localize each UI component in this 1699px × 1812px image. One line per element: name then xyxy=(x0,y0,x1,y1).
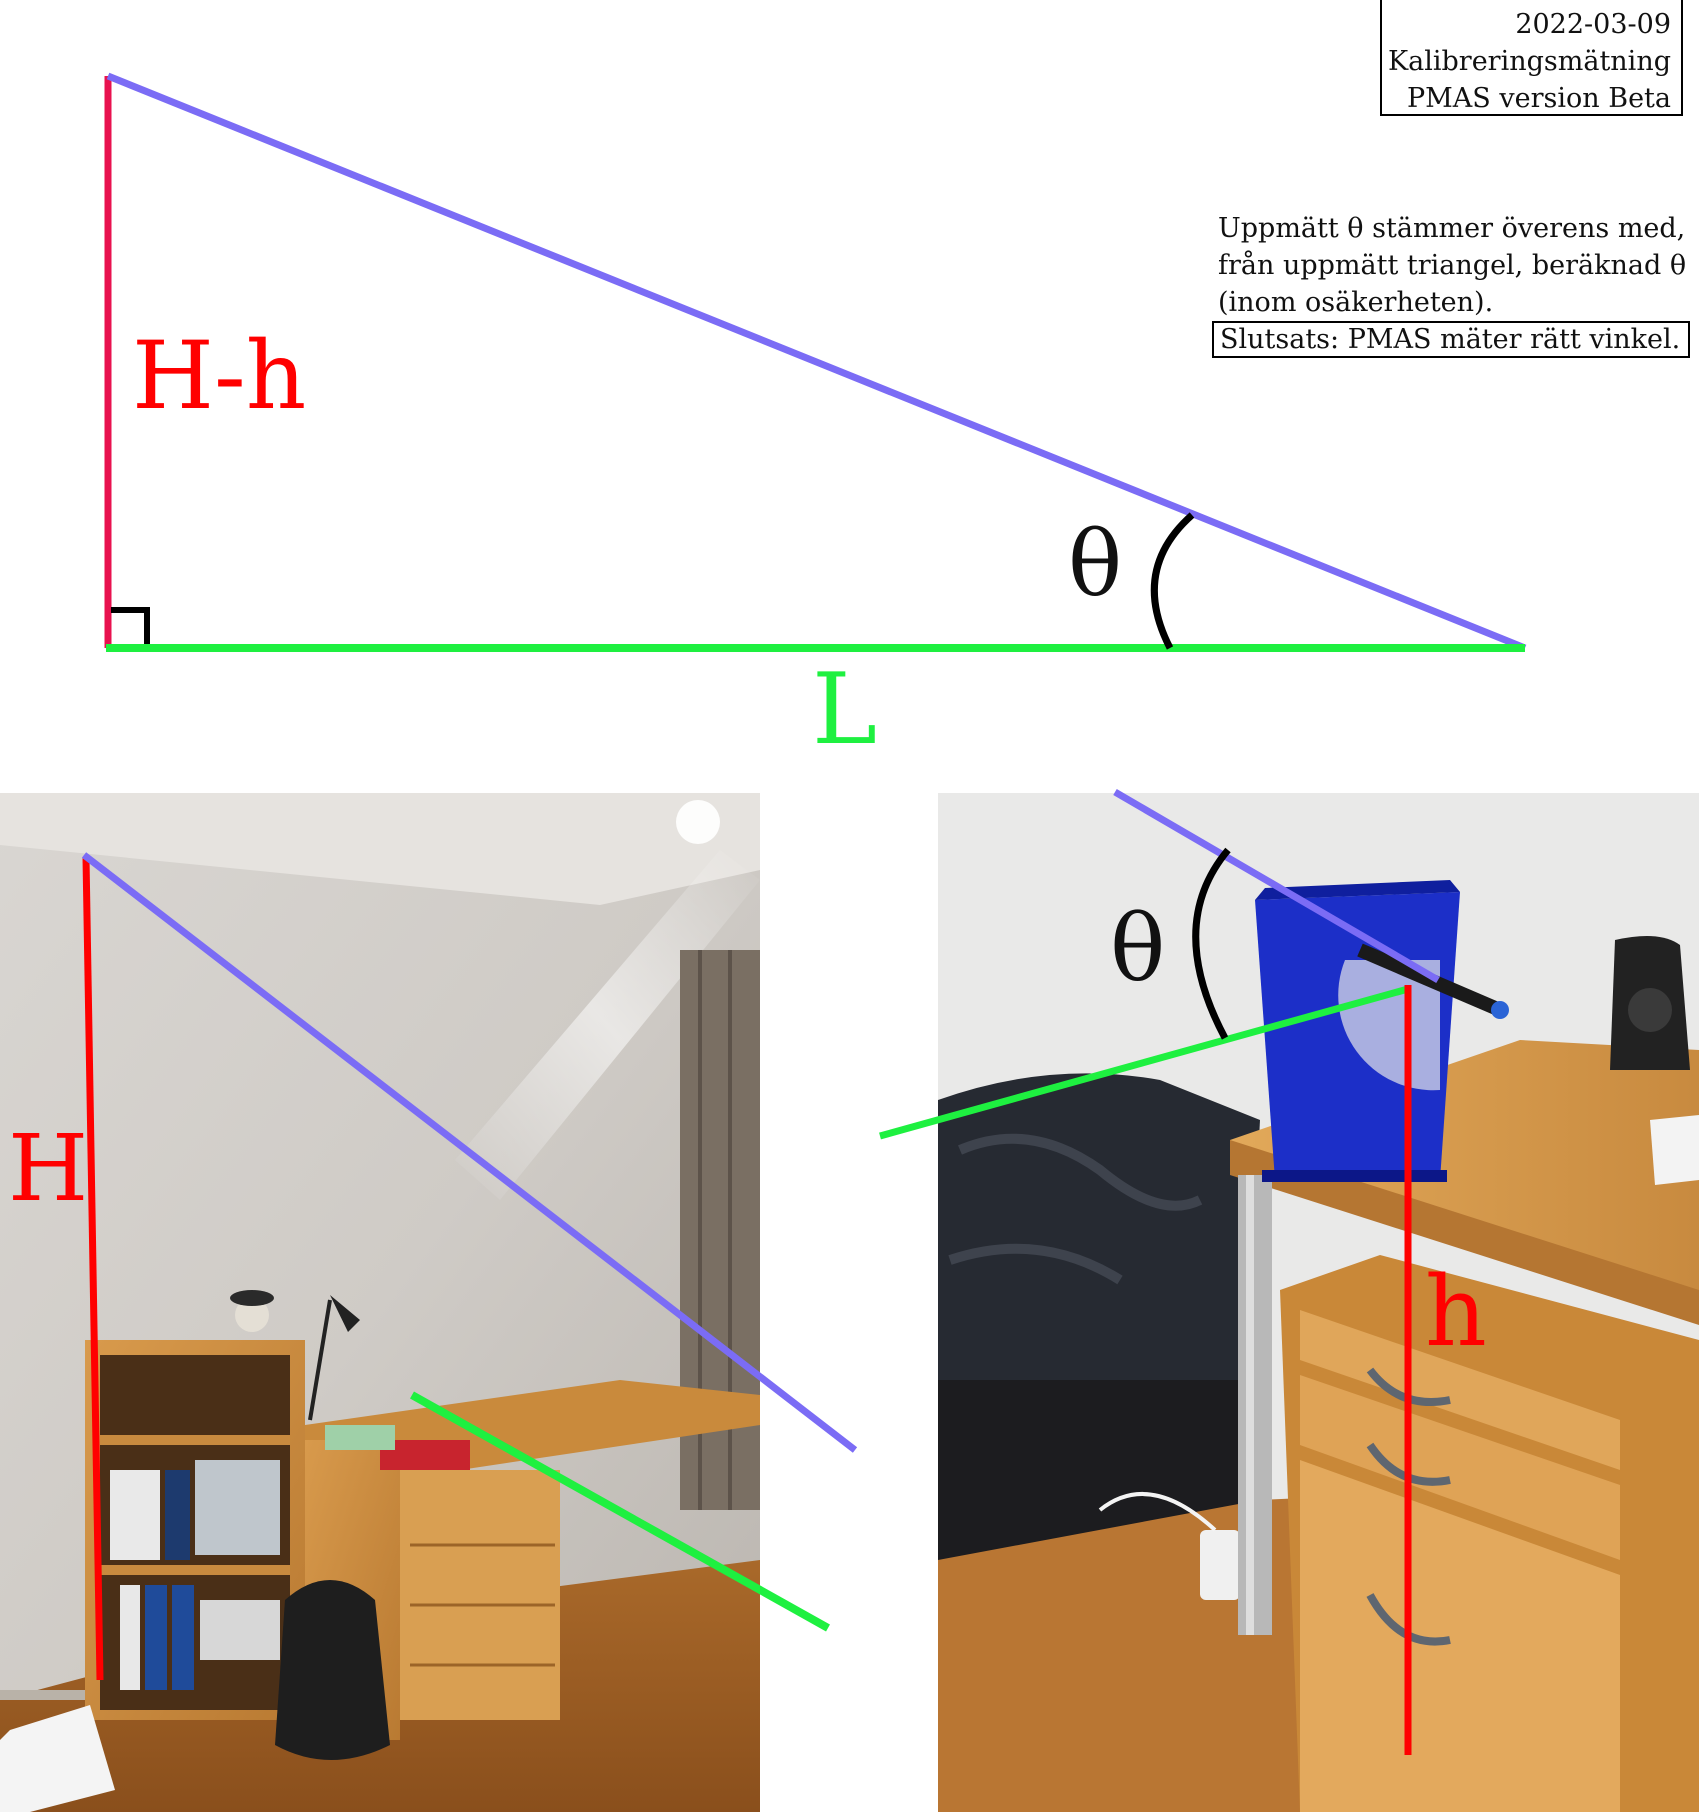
right-height-label: h xyxy=(1425,1256,1487,1368)
photo-right xyxy=(938,793,1699,1812)
triangle-angle-label: θ xyxy=(1068,512,1122,617)
right-angle-arc xyxy=(1192,847,1231,1040)
left-height-label: H xyxy=(8,1115,88,1222)
note-text: Uppmätt θ stämmer överens med, från uppm… xyxy=(1212,210,1698,358)
header-date: 2022-03-09 xyxy=(1515,9,1671,40)
left-height-line xyxy=(82,857,104,1681)
left-hypotenuse-line xyxy=(81,852,858,1453)
angle-arc xyxy=(1150,512,1195,650)
right-angle-label: θ xyxy=(1110,895,1165,1002)
note-line-2: från uppmätt triangel, beräknad θ xyxy=(1218,250,1687,281)
note-line-1: Uppmätt θ stämmer överens med, xyxy=(1218,213,1686,244)
triangle-vertical-label: H-h xyxy=(132,322,306,431)
note-line-3: (inom osäkerheten). xyxy=(1218,287,1494,318)
right-angle-mark xyxy=(111,607,150,644)
photo-right-overlay: θ h xyxy=(879,788,1487,1755)
header-box: 2022-03-09 Kalibreringsmätning PMAS vers… xyxy=(1380,0,1683,116)
triangle-base-label: L xyxy=(812,653,877,767)
header-title: Kalibreringsmätning xyxy=(1387,46,1671,77)
triangle-hypotenuse xyxy=(106,72,1527,652)
header-version: PMAS version Beta xyxy=(1406,83,1671,114)
photo-left-overlay: H xyxy=(8,852,858,1681)
left-base-line xyxy=(410,1391,830,1632)
right-hypotenuse-line xyxy=(1113,788,1440,984)
note-conclusion: Slutsats: PMAS mäter rätt vinkel. xyxy=(1212,321,1691,358)
photo-left xyxy=(0,793,760,1812)
triangle-diagram: H-h θ L xyxy=(104,72,1527,767)
right-base-line xyxy=(879,985,1409,1140)
